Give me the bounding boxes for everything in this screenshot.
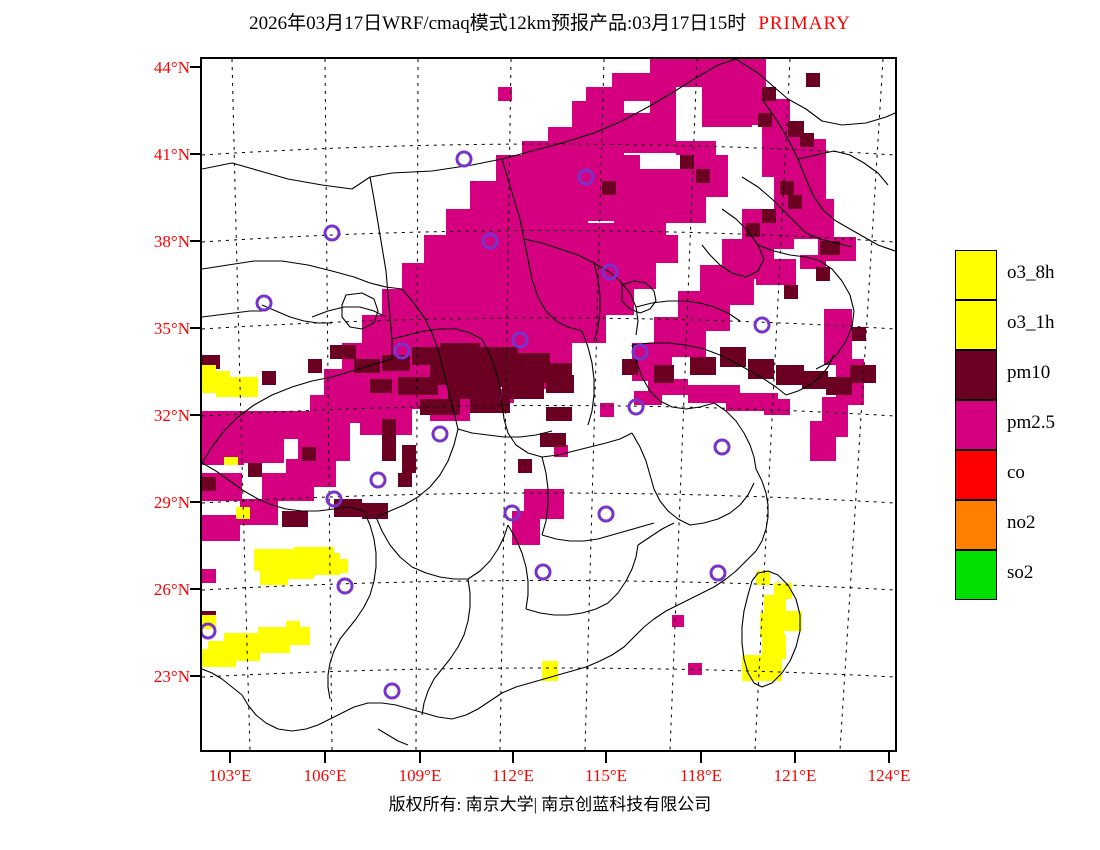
lat-tick-23 xyxy=(190,675,201,677)
lat-label-29: 29°N xyxy=(153,493,190,512)
lon-label-115: 115°E xyxy=(584,766,628,785)
station-circle xyxy=(709,564,727,582)
concentration-cells xyxy=(202,59,876,681)
lon-tick-124 xyxy=(888,752,890,763)
lon-label-124: 124°E xyxy=(867,766,911,785)
lon-label-103: 103°E xyxy=(208,766,252,785)
legend-label-no2: no2 xyxy=(1007,512,1036,533)
station-circle xyxy=(393,342,411,360)
lat-tick-35 xyxy=(190,327,201,329)
title-primary-badge: PRIMARY xyxy=(758,13,851,34)
lon-tick-109 xyxy=(419,752,421,763)
legend-label-co: co xyxy=(1007,462,1025,483)
page-title: 2026年03月17日WRF/cmaq模式12km预报产品:03月17日15时 P… xyxy=(0,8,1100,36)
station-circle xyxy=(503,504,521,522)
lat-label-41: 41°N xyxy=(153,145,190,164)
station-circle xyxy=(431,425,449,443)
lon-label-109: 109°E xyxy=(398,766,442,785)
station-circle xyxy=(255,294,273,312)
lat-tick-32 xyxy=(190,414,201,416)
legend-swatch-no2 xyxy=(955,500,997,550)
legend-item-o3_1h[interactable]: o3_1h xyxy=(955,300,1095,350)
station-circle xyxy=(597,505,615,523)
station-circle xyxy=(325,490,343,508)
station-circle xyxy=(202,622,217,640)
station-circle xyxy=(336,577,354,595)
lat-tick-38 xyxy=(190,240,201,242)
legend-swatch-co xyxy=(955,450,997,500)
lat-label-26: 26°N xyxy=(153,580,190,599)
lon-tick-106 xyxy=(324,752,326,763)
lon-label-118: 118°E xyxy=(679,766,723,785)
station-circle xyxy=(383,682,401,700)
legend-item-o3_8h[interactable]: o3_8h xyxy=(955,250,1095,300)
station-circle xyxy=(577,168,595,186)
legend-swatch-pm10 xyxy=(955,350,997,400)
o3-cells xyxy=(202,365,802,681)
legend-label-pm10: pm10 xyxy=(1007,362,1051,383)
station-circle xyxy=(753,316,771,334)
legend-item-co[interactable]: co xyxy=(955,450,1095,500)
lon-tick-121 xyxy=(794,752,796,763)
legend-label-pm25: pm2.5 xyxy=(1007,412,1056,433)
map-graphics xyxy=(202,59,895,750)
lon-label-121: 121°E xyxy=(773,766,817,785)
lat-label-23: 23°N xyxy=(153,667,190,686)
lon-tick-115 xyxy=(605,752,607,763)
lat-label-38: 38°N xyxy=(153,232,190,251)
lon-tick-112 xyxy=(512,752,514,763)
legend-label-o3_1h: o3_1h xyxy=(1007,312,1055,333)
pollutant-legend[interactable]: o3_8h o3_1h pm10 pm2.5 co no2 so2 xyxy=(955,250,1095,602)
copyright-footer: 版权所有: 南京大学| 南京创蓝科技有限公司 xyxy=(388,795,712,814)
station-circle xyxy=(631,343,649,361)
legend-swatch-so2 xyxy=(955,550,997,600)
station-circle xyxy=(713,438,731,456)
map-plot-area[interactable] xyxy=(200,57,897,752)
lat-label-35: 35°N xyxy=(153,319,190,338)
station-circle xyxy=(511,331,529,349)
lon-label-106: 106°E xyxy=(303,766,347,785)
legend-label-o3_8h: o3_8h xyxy=(1007,262,1055,283)
station-circle xyxy=(323,224,341,242)
station-markers xyxy=(202,150,771,700)
lon-label-112: 112°E xyxy=(491,766,535,785)
station-circle xyxy=(455,150,473,168)
lat-tick-26 xyxy=(190,588,201,590)
station-circle xyxy=(534,563,552,581)
lat-tick-44 xyxy=(190,66,201,68)
lat-tick-41 xyxy=(190,153,201,155)
legend-item-no2[interactable]: no2 xyxy=(955,500,1095,550)
legend-swatch-o3_1h xyxy=(955,300,997,350)
station-circle xyxy=(627,398,645,416)
lon-tick-103 xyxy=(229,752,231,763)
map-canvas xyxy=(202,59,895,750)
lat-tick-29 xyxy=(190,501,201,503)
station-circle xyxy=(481,232,499,250)
legend-swatch-o3_8h xyxy=(955,250,997,300)
legend-label-so2: so2 xyxy=(1007,562,1034,583)
lat-label-32: 32°N xyxy=(153,406,190,425)
title-main-text: 2026年03月17日WRF/cmaq模式12km预报产品:03月17日15时 xyxy=(249,13,747,34)
station-circle xyxy=(369,471,387,489)
legend-item-pm25[interactable]: pm2.5 xyxy=(955,400,1095,450)
administrative-boundaries xyxy=(202,59,895,746)
legend-item-pm10[interactable]: pm10 xyxy=(955,350,1095,400)
legend-swatch-pm25 xyxy=(955,400,997,450)
lon-tick-118 xyxy=(700,752,702,763)
legend-item-so2[interactable]: so2 xyxy=(955,550,1095,600)
station-circle xyxy=(601,263,619,281)
lat-label-44: 44°N xyxy=(153,58,190,77)
